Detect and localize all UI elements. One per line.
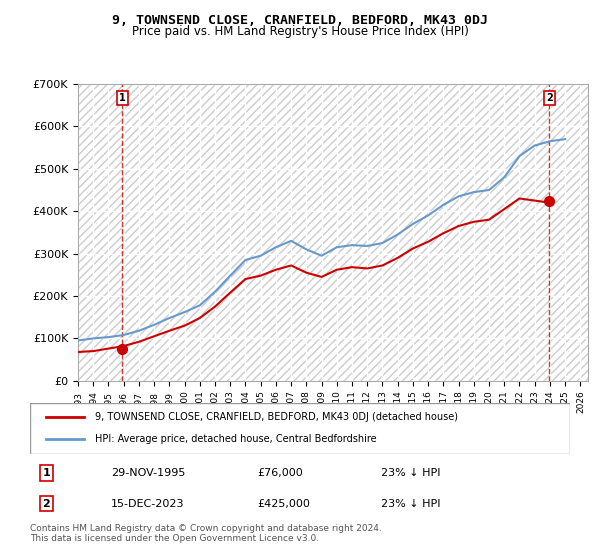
Text: £425,000: £425,000: [257, 498, 310, 508]
Text: Price paid vs. HM Land Registry's House Price Index (HPI): Price paid vs. HM Land Registry's House …: [131, 25, 469, 38]
Text: 9, TOWNSEND CLOSE, CRANFIELD, BEDFORD, MK43 0DJ (detached house): 9, TOWNSEND CLOSE, CRANFIELD, BEDFORD, M…: [95, 412, 458, 422]
Text: £76,000: £76,000: [257, 468, 302, 478]
Text: Contains HM Land Registry data © Crown copyright and database right 2024.
This d: Contains HM Land Registry data © Crown c…: [30, 524, 382, 543]
FancyBboxPatch shape: [30, 403, 570, 454]
Text: 9, TOWNSEND CLOSE, CRANFIELD, BEDFORD, MK43 0DJ: 9, TOWNSEND CLOSE, CRANFIELD, BEDFORD, M…: [112, 14, 488, 27]
Text: 2: 2: [43, 498, 50, 508]
Text: 1: 1: [119, 93, 126, 103]
Text: 2: 2: [546, 93, 553, 103]
Text: 15-DEC-2023: 15-DEC-2023: [111, 498, 185, 508]
Text: 23% ↓ HPI: 23% ↓ HPI: [381, 498, 440, 508]
Text: 29-NOV-1995: 29-NOV-1995: [111, 468, 185, 478]
Text: 23% ↓ HPI: 23% ↓ HPI: [381, 468, 440, 478]
Text: 1: 1: [43, 468, 50, 478]
Text: HPI: Average price, detached house, Central Bedfordshire: HPI: Average price, detached house, Cent…: [95, 435, 376, 445]
